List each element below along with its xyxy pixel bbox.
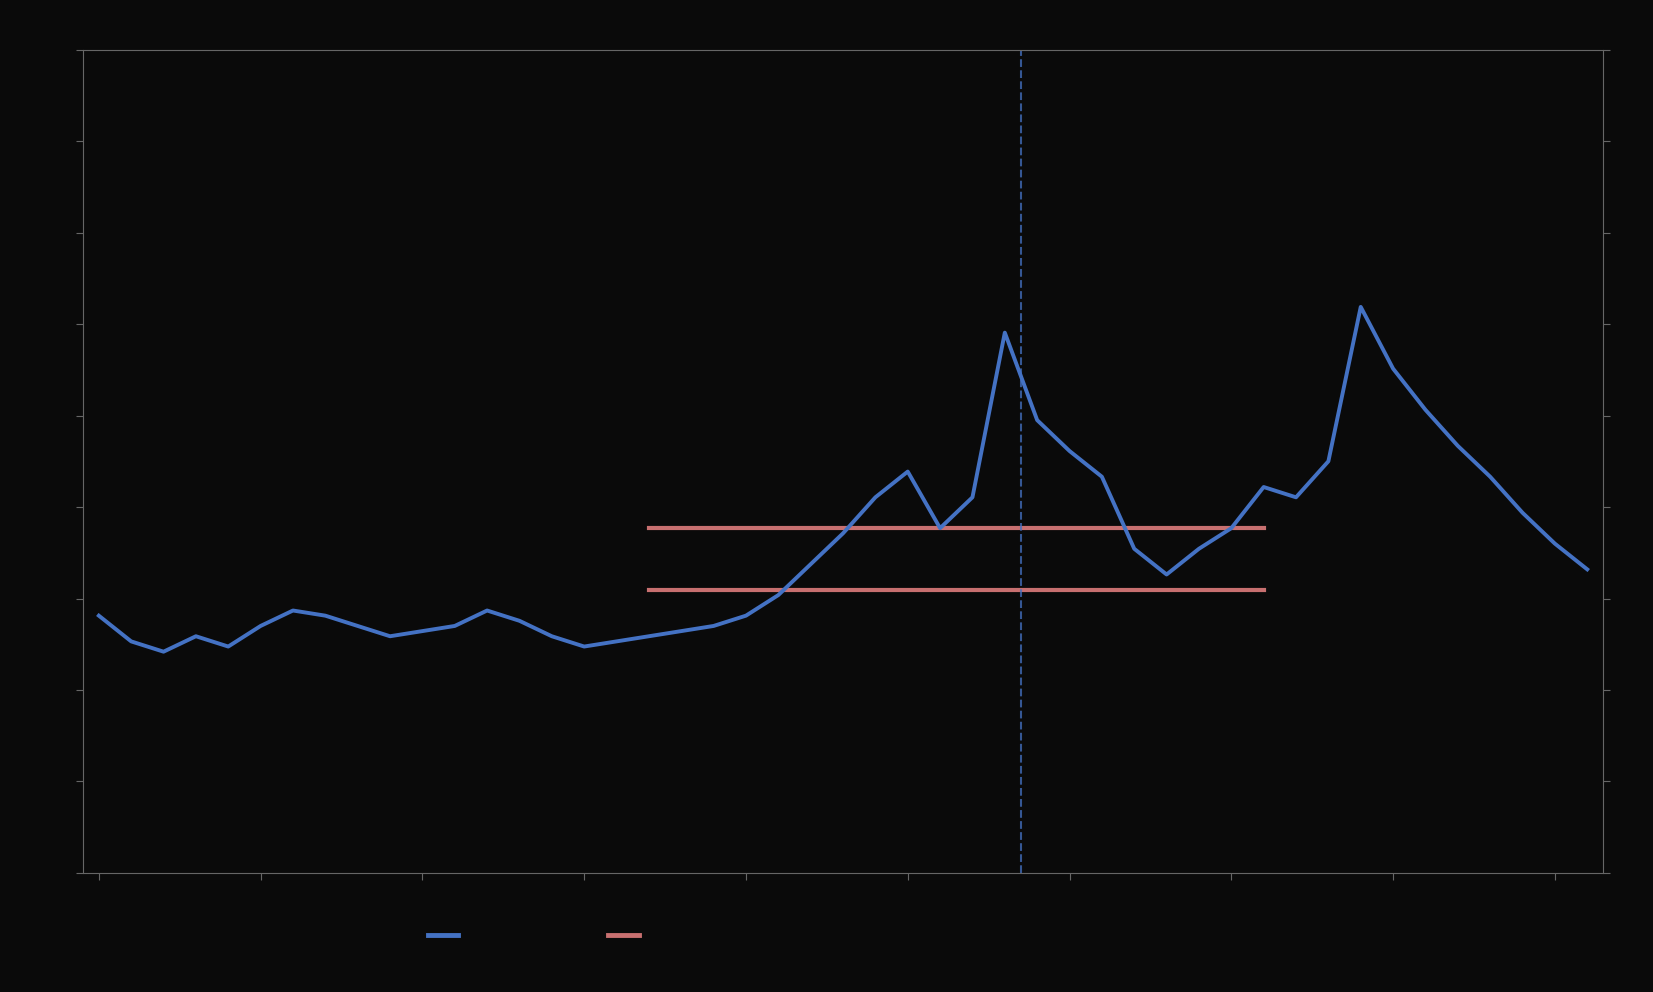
Legend: , : , bbox=[422, 924, 656, 948]
